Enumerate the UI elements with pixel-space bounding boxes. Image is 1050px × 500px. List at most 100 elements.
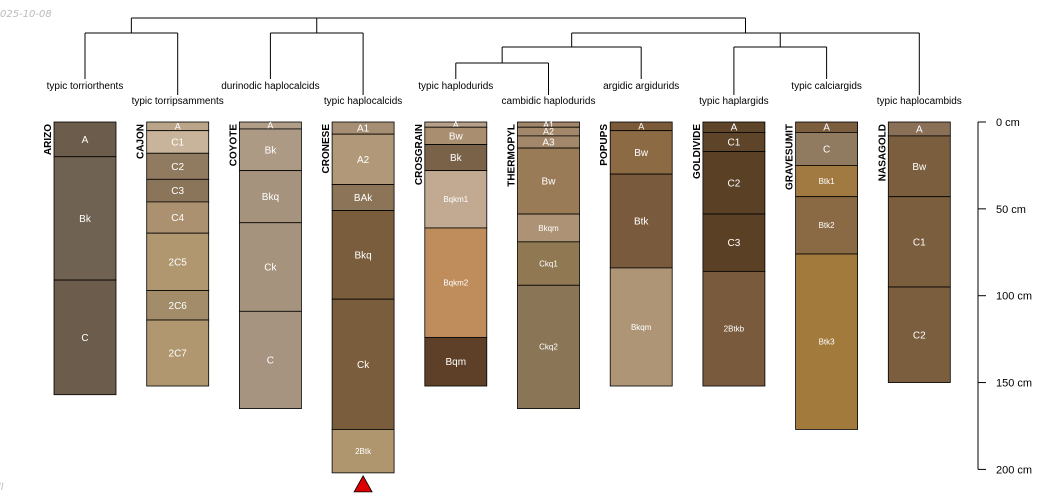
horizon-ck bbox=[238, 222, 302, 312]
horizon-2btkb bbox=[702, 270, 766, 387]
horizon-label: Bqm bbox=[446, 357, 467, 368]
profile-coyote: A Bk Bkq Ck C COYOTE bbox=[228, 121, 302, 410]
horizon-bqkm1 bbox=[424, 170, 488, 229]
profile-id-label: CROSGRAIN bbox=[414, 124, 425, 185]
horizon-2c6 bbox=[146, 290, 210, 321]
horizon-bw bbox=[517, 147, 580, 215]
horizon-label: Ckq2 bbox=[539, 343, 558, 352]
profile-id-label: CRONESE bbox=[321, 124, 332, 174]
horizon-btk3 bbox=[795, 253, 858, 430]
date-watermark: 025-10-08 bbox=[0, 9, 52, 20]
horizon-label: 2Btk bbox=[355, 447, 372, 456]
horizon-label: A bbox=[638, 121, 644, 131]
horizon-label: C2 bbox=[728, 178, 741, 189]
horizon-c2 bbox=[887, 286, 951, 383]
horizon-label: A bbox=[267, 121, 273, 131]
profile-arizo: A Bk C ARIZO bbox=[43, 121, 117, 396]
horizon-bw bbox=[887, 135, 951, 198]
horizon-label: A1 bbox=[543, 120, 554, 130]
horizon-bqm bbox=[424, 336, 488, 387]
horizon-c bbox=[795, 132, 858, 166]
horizon-label: C2 bbox=[913, 330, 926, 341]
horizon-c2 bbox=[146, 152, 210, 180]
horizon-label: C4 bbox=[171, 213, 184, 224]
taxon-label: typic haplargids bbox=[699, 96, 768, 107]
horizon-label: Ck bbox=[357, 360, 370, 371]
horizon-bk bbox=[424, 144, 488, 172]
horizon-ckq2 bbox=[517, 284, 580, 410]
horizon-c2 bbox=[702, 151, 766, 215]
taxon-label: cambidic haplodurids bbox=[502, 96, 596, 107]
depth-tick-label: 0 cm bbox=[996, 117, 1020, 129]
horizon-bk bbox=[238, 128, 302, 172]
profile-id-label: POPUPS bbox=[599, 124, 610, 166]
profile-id-label: THERMOPYL bbox=[507, 124, 518, 187]
horizon-label: C3 bbox=[171, 186, 184, 197]
taxon-label: argidic argidurids bbox=[603, 81, 679, 92]
horizon-label: Bkq bbox=[262, 192, 279, 203]
profile-cronese: A1 A2 BAk Bkq Ck 2Btk CRONESE bbox=[321, 121, 395, 474]
horizon-label: Bqkm1 bbox=[443, 195, 468, 204]
horizon-label: Btk bbox=[634, 217, 649, 228]
dendrogram bbox=[84, 17, 920, 95]
profile-id-label: NASAGOLD bbox=[877, 124, 888, 181]
horizon-label: Bw bbox=[634, 148, 649, 159]
horizon-bak bbox=[331, 184, 395, 211]
horizon-a2 bbox=[331, 133, 395, 185]
taxon-label: typic calciargids bbox=[791, 81, 862, 92]
profile-id-label: COYOTE bbox=[228, 124, 239, 167]
horizon-label: A2 bbox=[543, 127, 554, 137]
horizon-label: Ck bbox=[264, 263, 277, 274]
profile-id-label: GRAVESUMIT bbox=[785, 124, 796, 190]
profile-gravesumit: AC Btk1 Btk2 Btk3 GRAVESUMIT bbox=[785, 121, 858, 430]
horizon-label: Bqkm2 bbox=[443, 278, 468, 287]
horizon-label: A bbox=[82, 135, 89, 146]
horizon-label: C1 bbox=[171, 137, 184, 148]
horizon-label: Bw bbox=[542, 177, 557, 188]
horizon-label: Ckq1 bbox=[539, 259, 558, 268]
horizon-label: Btk2 bbox=[819, 221, 836, 230]
taxon-label: typic torripsamments bbox=[132, 96, 224, 107]
taxon-label: typic haplocambids bbox=[877, 96, 962, 107]
horizon-label: A2 bbox=[357, 155, 370, 166]
depth-marker-icon bbox=[353, 475, 373, 493]
horizon-label: Btk1 bbox=[819, 177, 836, 186]
horizon-label: A bbox=[823, 123, 830, 134]
horizon-bkq bbox=[331, 210, 395, 300]
taxon-label: typic haplocalcids bbox=[324, 96, 402, 107]
taxon-label: typic haplodurids bbox=[418, 81, 493, 92]
horizon-label: Bkqm bbox=[631, 323, 652, 332]
horizon-label: 2C5 bbox=[169, 257, 188, 268]
depth-tick-label: 100 cm bbox=[996, 291, 1032, 303]
horizon-ck bbox=[331, 298, 395, 430]
horizon-label: BAk bbox=[354, 193, 373, 204]
horizon-btk bbox=[609, 173, 673, 269]
horizon-label: 2C7 bbox=[169, 349, 188, 360]
horizon-label: Bw bbox=[912, 162, 927, 173]
profile-id-label: GOLDIVIDE bbox=[692, 124, 703, 179]
taxon-label: durinodic haplocalcids bbox=[221, 81, 319, 92]
horizon-label: C bbox=[823, 144, 830, 155]
horizon-btk1 bbox=[795, 165, 858, 198]
profile-goldivide: A C1 C2 C3 2Btkb GOLDIVIDE bbox=[692, 121, 766, 387]
horizon-label: A3 bbox=[542, 137, 555, 148]
horizon-label: 2C6 bbox=[169, 301, 188, 312]
horizon-label: Bw bbox=[449, 131, 464, 142]
horizon-ckq1 bbox=[517, 241, 580, 286]
horizon-label: Btk3 bbox=[819, 338, 836, 347]
horizon-2c7 bbox=[146, 319, 210, 387]
horizon-bk bbox=[53, 156, 117, 281]
horizon-bkq bbox=[238, 170, 302, 224]
depth-tick-label: 150 cm bbox=[996, 378, 1032, 390]
profile-id-label: CAJON bbox=[136, 124, 147, 159]
corner-watermark: ll bbox=[0, 482, 4, 493]
horizon-label: A bbox=[731, 123, 738, 134]
horizon-2btk bbox=[331, 429, 395, 474]
horizon-label: C3 bbox=[728, 238, 741, 249]
horizon-label: C2 bbox=[171, 162, 184, 173]
horizon-label: A bbox=[175, 121, 181, 131]
horizon-label: Bkq bbox=[354, 250, 371, 261]
horizon-bkqm bbox=[609, 267, 673, 387]
horizon-c bbox=[53, 279, 117, 396]
